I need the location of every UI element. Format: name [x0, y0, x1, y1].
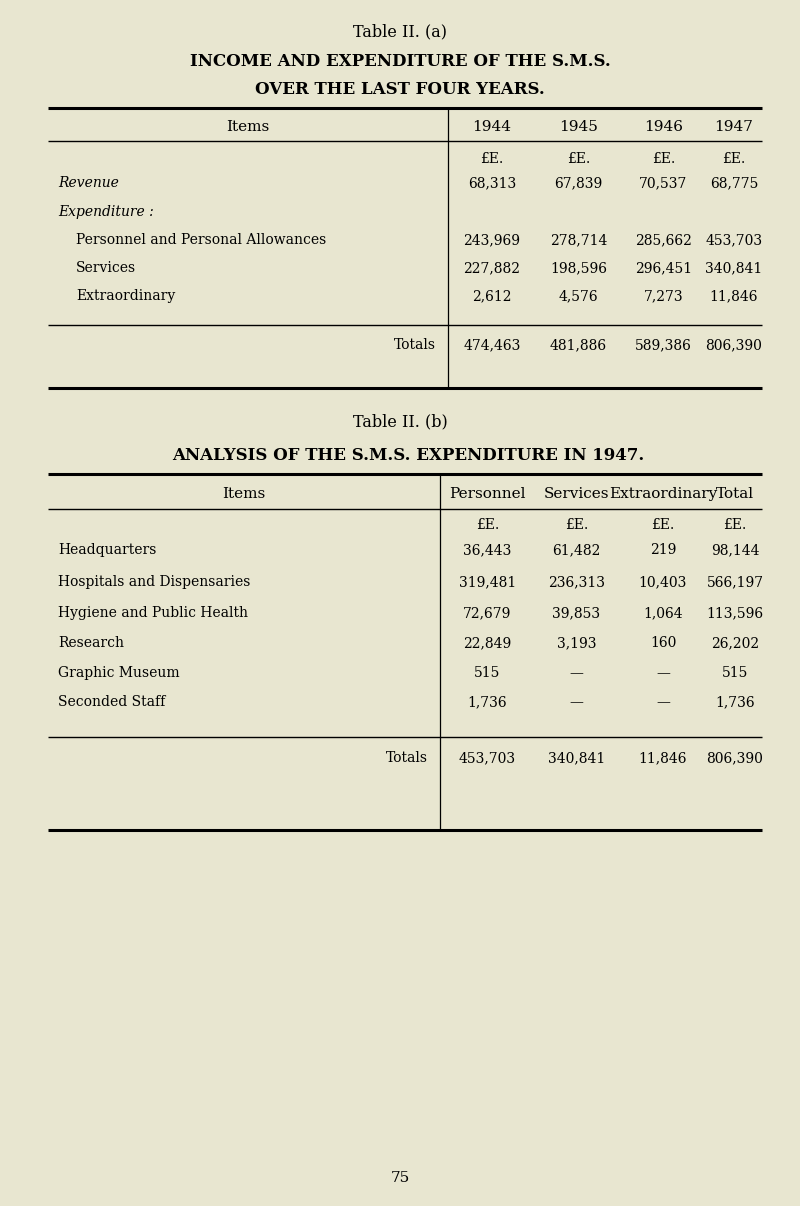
Text: Revenue: Revenue — [58, 176, 119, 191]
Text: INCOME AND EXPENDITURE OF THE S.M.S.: INCOME AND EXPENDITURE OF THE S.M.S. — [190, 53, 610, 70]
Text: —: — — [570, 695, 583, 709]
Text: 1946: 1946 — [644, 121, 683, 134]
Text: 67,839: 67,839 — [554, 176, 602, 191]
Text: £E.: £E. — [652, 152, 675, 166]
Text: Items: Items — [226, 121, 270, 134]
Text: 319,481: 319,481 — [459, 575, 516, 589]
Text: 160: 160 — [650, 636, 676, 650]
Text: 98,144: 98,144 — [710, 543, 759, 557]
Text: £E.: £E. — [565, 519, 588, 532]
Text: 340,841: 340,841 — [548, 751, 605, 765]
Text: 68,775: 68,775 — [710, 176, 758, 191]
Text: 75: 75 — [390, 1171, 410, 1185]
Text: Services: Services — [76, 260, 136, 275]
Text: 113,596: 113,596 — [706, 605, 763, 620]
Text: 22,849: 22,849 — [463, 636, 512, 650]
Text: Research: Research — [58, 636, 124, 650]
Text: £E.: £E. — [480, 152, 504, 166]
Text: Hygiene and Public Health: Hygiene and Public Health — [58, 605, 248, 620]
Text: 1947: 1947 — [714, 121, 754, 134]
Text: 39,853: 39,853 — [553, 605, 601, 620]
Text: 4,576: 4,576 — [558, 289, 598, 303]
Text: 453,703: 453,703 — [459, 751, 516, 765]
Text: 7,273: 7,273 — [644, 289, 683, 303]
Text: Headquarters: Headquarters — [58, 543, 156, 557]
Text: Personnel and Personal Allowances: Personnel and Personal Allowances — [76, 233, 326, 247]
Text: 70,537: 70,537 — [639, 176, 688, 191]
Text: Personnel: Personnel — [450, 487, 526, 500]
Text: 36,443: 36,443 — [463, 543, 512, 557]
Text: £E.: £E. — [567, 152, 590, 166]
Text: £E.: £E. — [476, 519, 499, 532]
Text: 1,736: 1,736 — [715, 695, 755, 709]
Text: ANALYSIS OF THE S.M.S. EXPENDITURE IN 1947.: ANALYSIS OF THE S.M.S. EXPENDITURE IN 19… — [172, 446, 644, 463]
Text: 72,679: 72,679 — [463, 605, 512, 620]
Text: 566,197: 566,197 — [706, 575, 763, 589]
Text: 515: 515 — [722, 666, 748, 680]
Text: 1,736: 1,736 — [468, 695, 507, 709]
Text: —: — — [656, 666, 670, 680]
Text: £E.: £E. — [651, 519, 674, 532]
Text: OVER THE LAST FOUR YEARS.: OVER THE LAST FOUR YEARS. — [255, 82, 545, 99]
Text: 340,841: 340,841 — [706, 260, 762, 275]
Text: Totals: Totals — [394, 338, 436, 352]
Text: £E.: £E. — [722, 152, 746, 166]
Text: Items: Items — [222, 487, 266, 500]
Text: 1945: 1945 — [559, 121, 598, 134]
Text: Seconded Staff: Seconded Staff — [58, 695, 166, 709]
Text: 236,313: 236,313 — [548, 575, 605, 589]
Text: 26,202: 26,202 — [711, 636, 759, 650]
Text: £E.: £E. — [723, 519, 746, 532]
Text: 198,596: 198,596 — [550, 260, 607, 275]
Text: Services: Services — [544, 487, 610, 500]
Text: Extraordinary: Extraordinary — [76, 289, 175, 303]
Text: 219: 219 — [650, 543, 676, 557]
Text: 589,386: 589,386 — [635, 338, 692, 352]
Text: 61,482: 61,482 — [552, 543, 601, 557]
Text: 11,846: 11,846 — [710, 289, 758, 303]
Text: 296,451: 296,451 — [635, 260, 692, 275]
Text: Expenditure :: Expenditure : — [58, 205, 154, 219]
Text: 1,064: 1,064 — [643, 605, 683, 620]
Text: Graphic Museum: Graphic Museum — [58, 666, 180, 680]
Text: 2,612: 2,612 — [472, 289, 512, 303]
Text: Table II. (b): Table II. (b) — [353, 414, 447, 431]
Text: 285,662: 285,662 — [635, 233, 692, 247]
Text: 806,390: 806,390 — [706, 751, 763, 765]
Text: 243,969: 243,969 — [463, 233, 521, 247]
Text: 515: 515 — [474, 666, 501, 680]
Text: Totals: Totals — [386, 751, 428, 765]
Text: Hospitals and Dispensaries: Hospitals and Dispensaries — [58, 575, 250, 589]
Text: 227,882: 227,882 — [463, 260, 521, 275]
Text: Total: Total — [716, 487, 754, 500]
Text: Extraordinary: Extraordinary — [609, 487, 717, 500]
Text: 11,846: 11,846 — [638, 751, 687, 765]
Text: 68,313: 68,313 — [468, 176, 516, 191]
Text: 474,463: 474,463 — [463, 338, 521, 352]
Text: 1944: 1944 — [473, 121, 511, 134]
Text: 10,403: 10,403 — [639, 575, 687, 589]
Text: 278,714: 278,714 — [550, 233, 607, 247]
Text: Table II. (a): Table II. (a) — [353, 23, 447, 41]
Text: 453,703: 453,703 — [706, 233, 762, 247]
Text: —: — — [656, 695, 670, 709]
Text: 3,193: 3,193 — [557, 636, 596, 650]
Text: 806,390: 806,390 — [706, 338, 762, 352]
Text: —: — — [570, 666, 583, 680]
Text: 481,886: 481,886 — [550, 338, 607, 352]
